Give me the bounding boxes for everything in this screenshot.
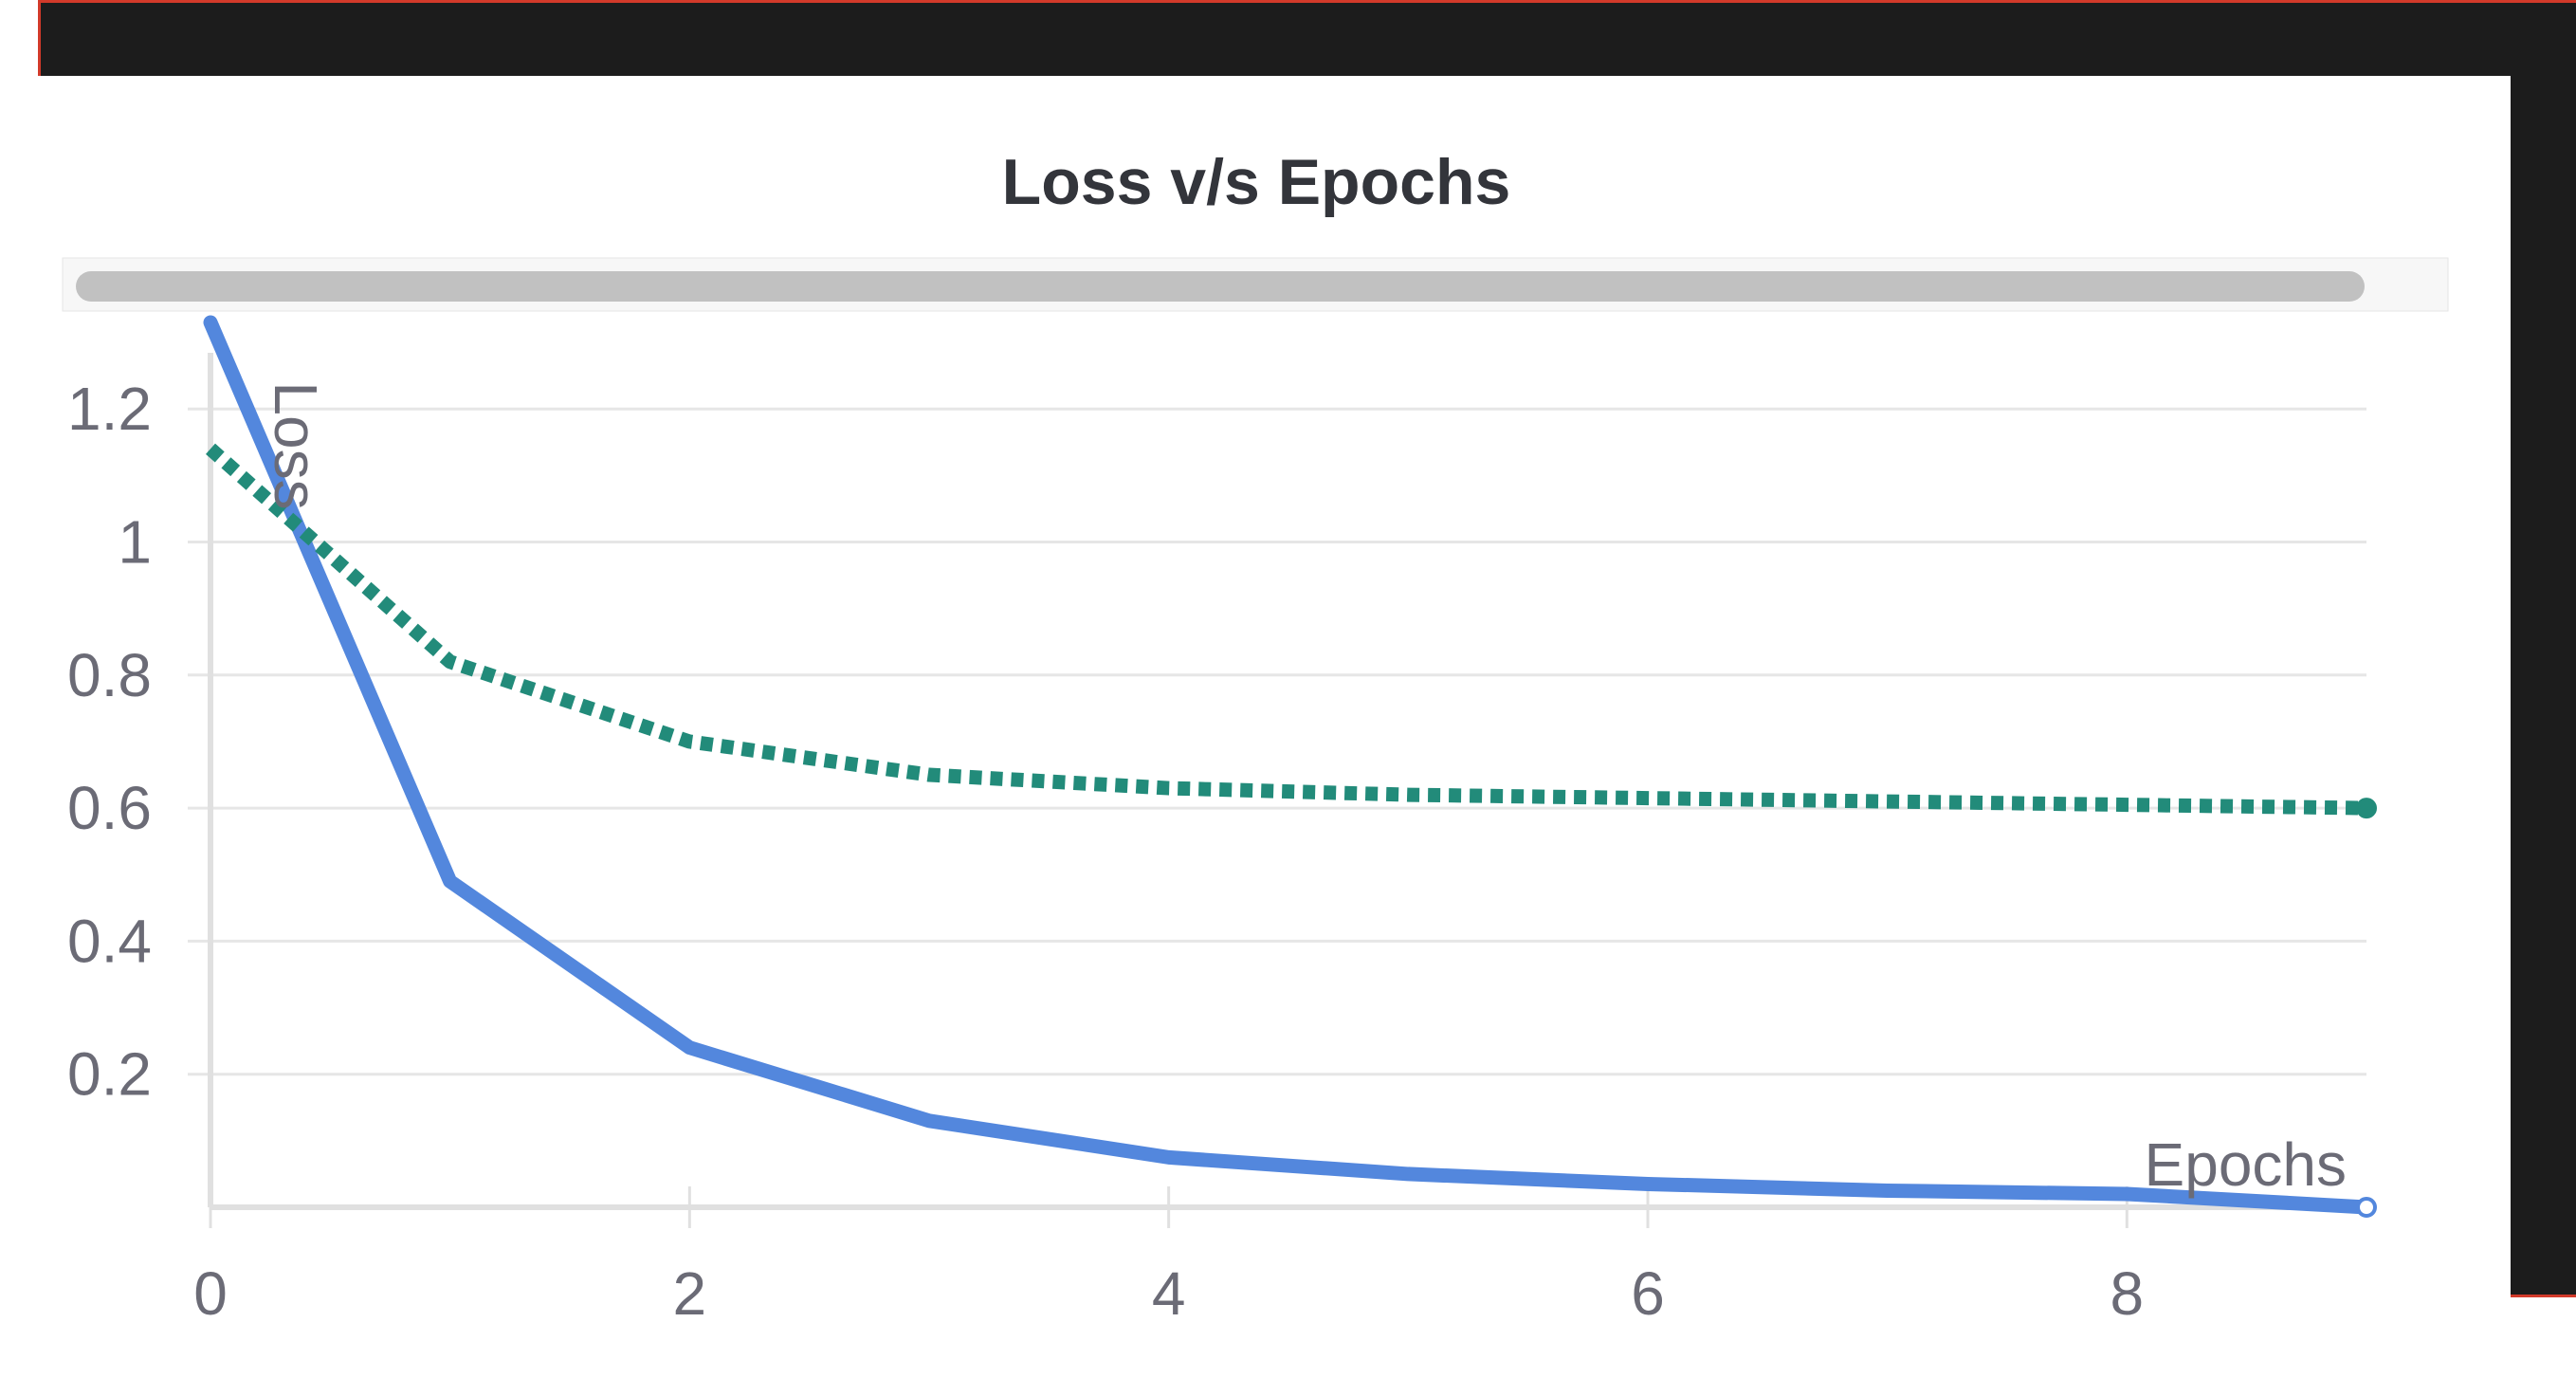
series-layer xyxy=(203,315,2377,1218)
window-frame-top xyxy=(38,0,2576,76)
y-axis-title: Loss xyxy=(262,381,330,509)
series-end-marker-2 xyxy=(2356,798,2377,819)
horizontal-scrollbar-thumb[interactable] xyxy=(76,271,2365,302)
y-tick-label: 0.8 xyxy=(67,641,152,709)
series-line-2 xyxy=(206,443,2367,816)
x-tick-label: 0 xyxy=(193,1259,228,1328)
chart-title: Loss v/s Epochs xyxy=(1002,146,1511,218)
grid-lines xyxy=(210,407,2366,1076)
tick-labels: 0.2 0.4 0.6 0.8 1 1.2 0 2 4 6 8 xyxy=(67,375,2144,1328)
axes xyxy=(188,353,2366,1228)
x-axis-title: Epochs xyxy=(2145,1130,2347,1199)
x-tick-label: 4 xyxy=(1152,1259,1186,1328)
series-line-1 xyxy=(203,315,2374,1215)
y-tick-label: 1 xyxy=(118,507,152,576)
x-tick-label: 8 xyxy=(2110,1259,2145,1328)
y-tick-label: 1.2 xyxy=(67,375,152,443)
x-tick-label: 6 xyxy=(1631,1259,1665,1328)
y-tick-label: 0.4 xyxy=(67,907,152,975)
y-tick-label: 0.2 xyxy=(67,1040,152,1109)
series-end-marker-1 xyxy=(2356,1197,2377,1218)
y-tick-label: 0.6 xyxy=(67,774,152,842)
x-tick-label: 2 xyxy=(673,1259,707,1328)
window-frame-right xyxy=(2511,0,2576,1297)
